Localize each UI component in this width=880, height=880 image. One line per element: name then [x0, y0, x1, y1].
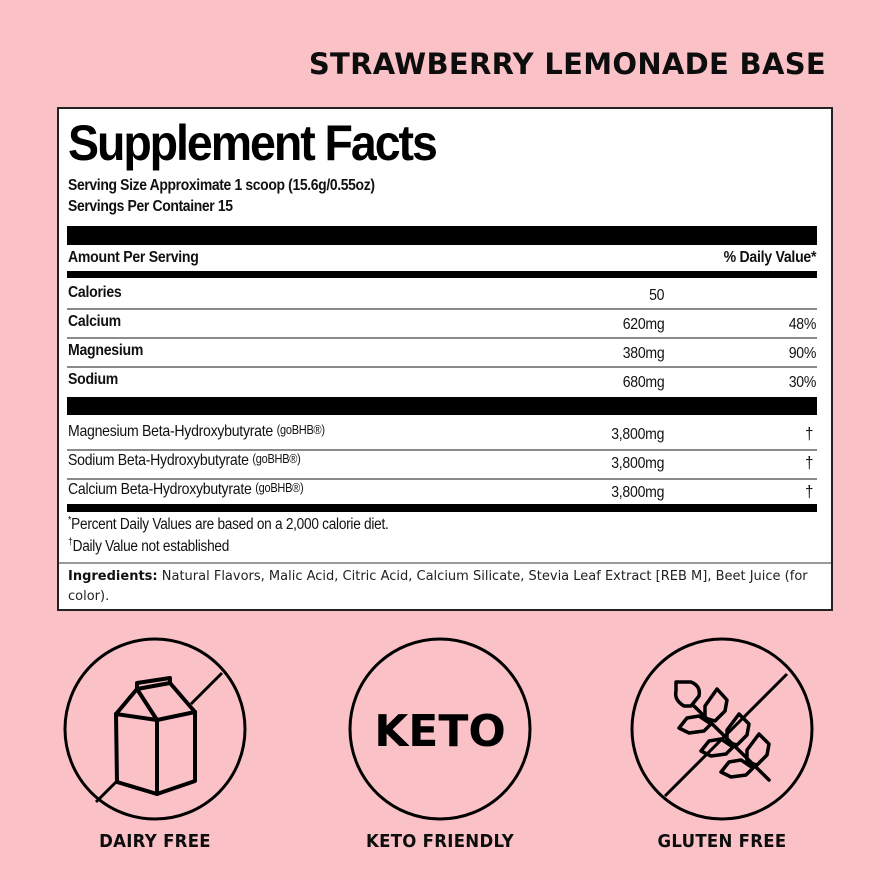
divider-thin: [67, 449, 817, 451]
dagger-icon: †: [804, 482, 813, 501]
ingredients-text: Natural Flavors, Malic Acid, Citric Acid…: [68, 569, 808, 604]
footnote-dv-not-established: †Daily Value not established: [68, 537, 230, 555]
divider-thin: [59, 562, 831, 564]
nutrient-dv: 90%: [788, 345, 817, 362]
nutrient-row-calories: Calories 50: [67, 284, 817, 306]
brand-mark: (goBHB®): [276, 423, 325, 437]
ingredients-label: Ingredients:: [68, 569, 158, 584]
dairy-free-badge: [62, 636, 248, 822]
amount-per-serving-label: Amount Per Serving: [68, 249, 199, 266]
nutrient-amount: 380mg: [622, 345, 664, 362]
blend-amount: 3,800mg: [611, 455, 664, 472]
brand-mark: (goBHB®): [252, 452, 301, 466]
divider-thick: [67, 271, 817, 278]
nutrient-amount: 680mg: [622, 374, 664, 391]
column-header-row: Amount Per Serving % Daily Value*: [67, 249, 817, 271]
keto-icon: KETO: [348, 637, 532, 821]
blend-name: Calcium Beta-Hydroxybutyrate (goBHB®): [68, 481, 304, 498]
dagger-icon: †: [804, 453, 813, 472]
footnote-daily-values: *Percent Daily Values are based on a 2,0…: [68, 515, 389, 533]
gluten-free-icon: [630, 637, 814, 821]
supplement-facts-panel: Supplement Facts Serving Size Approximat…: [57, 107, 833, 611]
nutrient-name: Calcium: [68, 313, 121, 330]
keto-friendly-label: KETO FRIENDLY: [365, 831, 514, 852]
nutrient-name: Magnesium: [68, 342, 144, 359]
daily-value-label: % Daily Value*: [723, 249, 816, 266]
keto-badge: KETO: [347, 636, 533, 822]
blend-name: Magnesium Beta-Hydroxybutyrate (goBHB®): [68, 423, 325, 440]
nutrient-row-sodium: Sodium 680mg 30%: [67, 371, 817, 393]
blend-row-magnesium-bhb: Magnesium Beta-Hydroxybutyrate (goBHB®) …: [67, 423, 817, 445]
divider-thin: [67, 337, 817, 339]
blend-row-calcium-bhb: Calcium Beta-Hydroxybutyrate (goBHB®) 3,…: [67, 481, 817, 503]
nutrient-dv: 48%: [788, 316, 817, 333]
nutrient-name: Sodium: [68, 371, 119, 388]
svg-text:KETO: KETO: [374, 706, 506, 757]
nutrient-amount: 620mg: [622, 316, 664, 333]
servings-per-container: Servings Per Container 15: [68, 198, 233, 215]
divider-thick: [67, 226, 817, 245]
blend-amount: 3,800mg: [611, 426, 664, 443]
serving-size: Serving Size Approximate 1 scoop (15.6g/…: [68, 177, 375, 194]
divider-thin: [67, 366, 817, 368]
dairy-free-label: DAIRY FREE: [99, 831, 211, 852]
divider-thin: [67, 308, 817, 310]
product-title: STRAWBERRY LEMONADE BASE: [308, 47, 826, 81]
gluten-free-badge: [629, 636, 815, 822]
nutrient-row-calcium: Calcium 620mg 48%: [67, 313, 817, 335]
dagger-icon: †: [804, 424, 813, 443]
nutrient-amount: 50: [648, 287, 664, 304]
ingredients: Ingredients: Natural Flavors, Malic Acid…: [68, 567, 817, 607]
blend-row-sodium-bhb: Sodium Beta-Hydroxybutyrate (goBHB®) 3,8…: [67, 452, 817, 474]
blend-amount: 3,800mg: [611, 484, 664, 501]
nutrient-dv: 30%: [788, 374, 817, 391]
nutrient-row-magnesium: Magnesium 380mg 90%: [67, 342, 817, 364]
brand-mark: (goBHB®): [255, 481, 304, 495]
facts-heading: Supplement Facts: [68, 115, 438, 171]
divider-thin: [67, 478, 817, 480]
gluten-free-label: GLUTEN FREE: [657, 831, 787, 852]
nutrient-name: Calories: [68, 284, 122, 301]
blend-name: Sodium Beta-Hydroxybutyrate (goBHB®): [68, 452, 301, 469]
divider-thick: [67, 397, 817, 415]
divider-thick: [67, 504, 817, 512]
dairy-free-icon: [63, 637, 247, 821]
